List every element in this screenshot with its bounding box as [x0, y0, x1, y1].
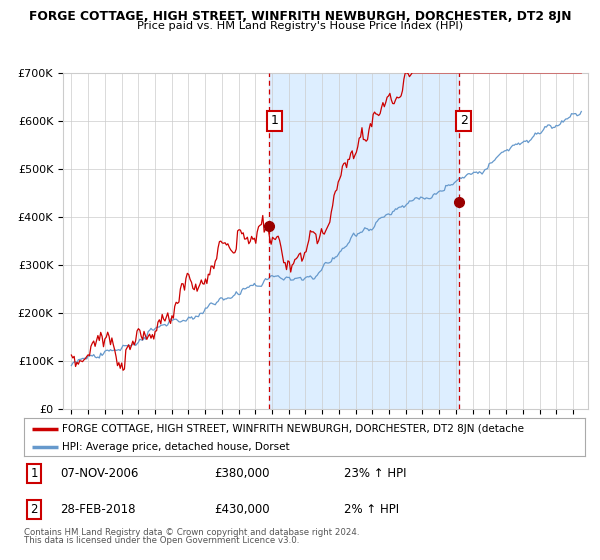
Text: 2% ↑ HPI: 2% ↑ HPI — [344, 503, 399, 516]
Bar — [269, 73, 458, 409]
Text: FORGE COTTAGE, HIGH STREET, WINFRITH NEWBURGH, DORCHESTER, DT2 8JN: FORGE COTTAGE, HIGH STREET, WINFRITH NEW… — [29, 10, 571, 23]
Text: £430,000: £430,000 — [215, 503, 271, 516]
Text: Price paid vs. HM Land Registry's House Price Index (HPI): Price paid vs. HM Land Registry's House … — [137, 21, 463, 31]
Text: Contains HM Land Registry data © Crown copyright and database right 2024.: Contains HM Land Registry data © Crown c… — [24, 528, 359, 536]
Text: HPI: Average price, detached house, Dorset: HPI: Average price, detached house, Dors… — [62, 442, 290, 452]
Text: 1: 1 — [31, 467, 38, 480]
Text: 2: 2 — [31, 503, 38, 516]
Text: £380,000: £380,000 — [215, 467, 270, 480]
Text: 2: 2 — [460, 114, 467, 127]
Text: FORGE COTTAGE, HIGH STREET, WINFRITH NEWBURGH, DORCHESTER, DT2 8JN (detache: FORGE COTTAGE, HIGH STREET, WINFRITH NEW… — [62, 423, 524, 433]
Text: 28-FEB-2018: 28-FEB-2018 — [61, 503, 136, 516]
Text: This data is licensed under the Open Government Licence v3.0.: This data is licensed under the Open Gov… — [24, 536, 299, 545]
Text: 1: 1 — [271, 114, 278, 127]
Text: 23% ↑ HPI: 23% ↑ HPI — [344, 467, 406, 480]
Text: 07-NOV-2006: 07-NOV-2006 — [61, 467, 139, 480]
